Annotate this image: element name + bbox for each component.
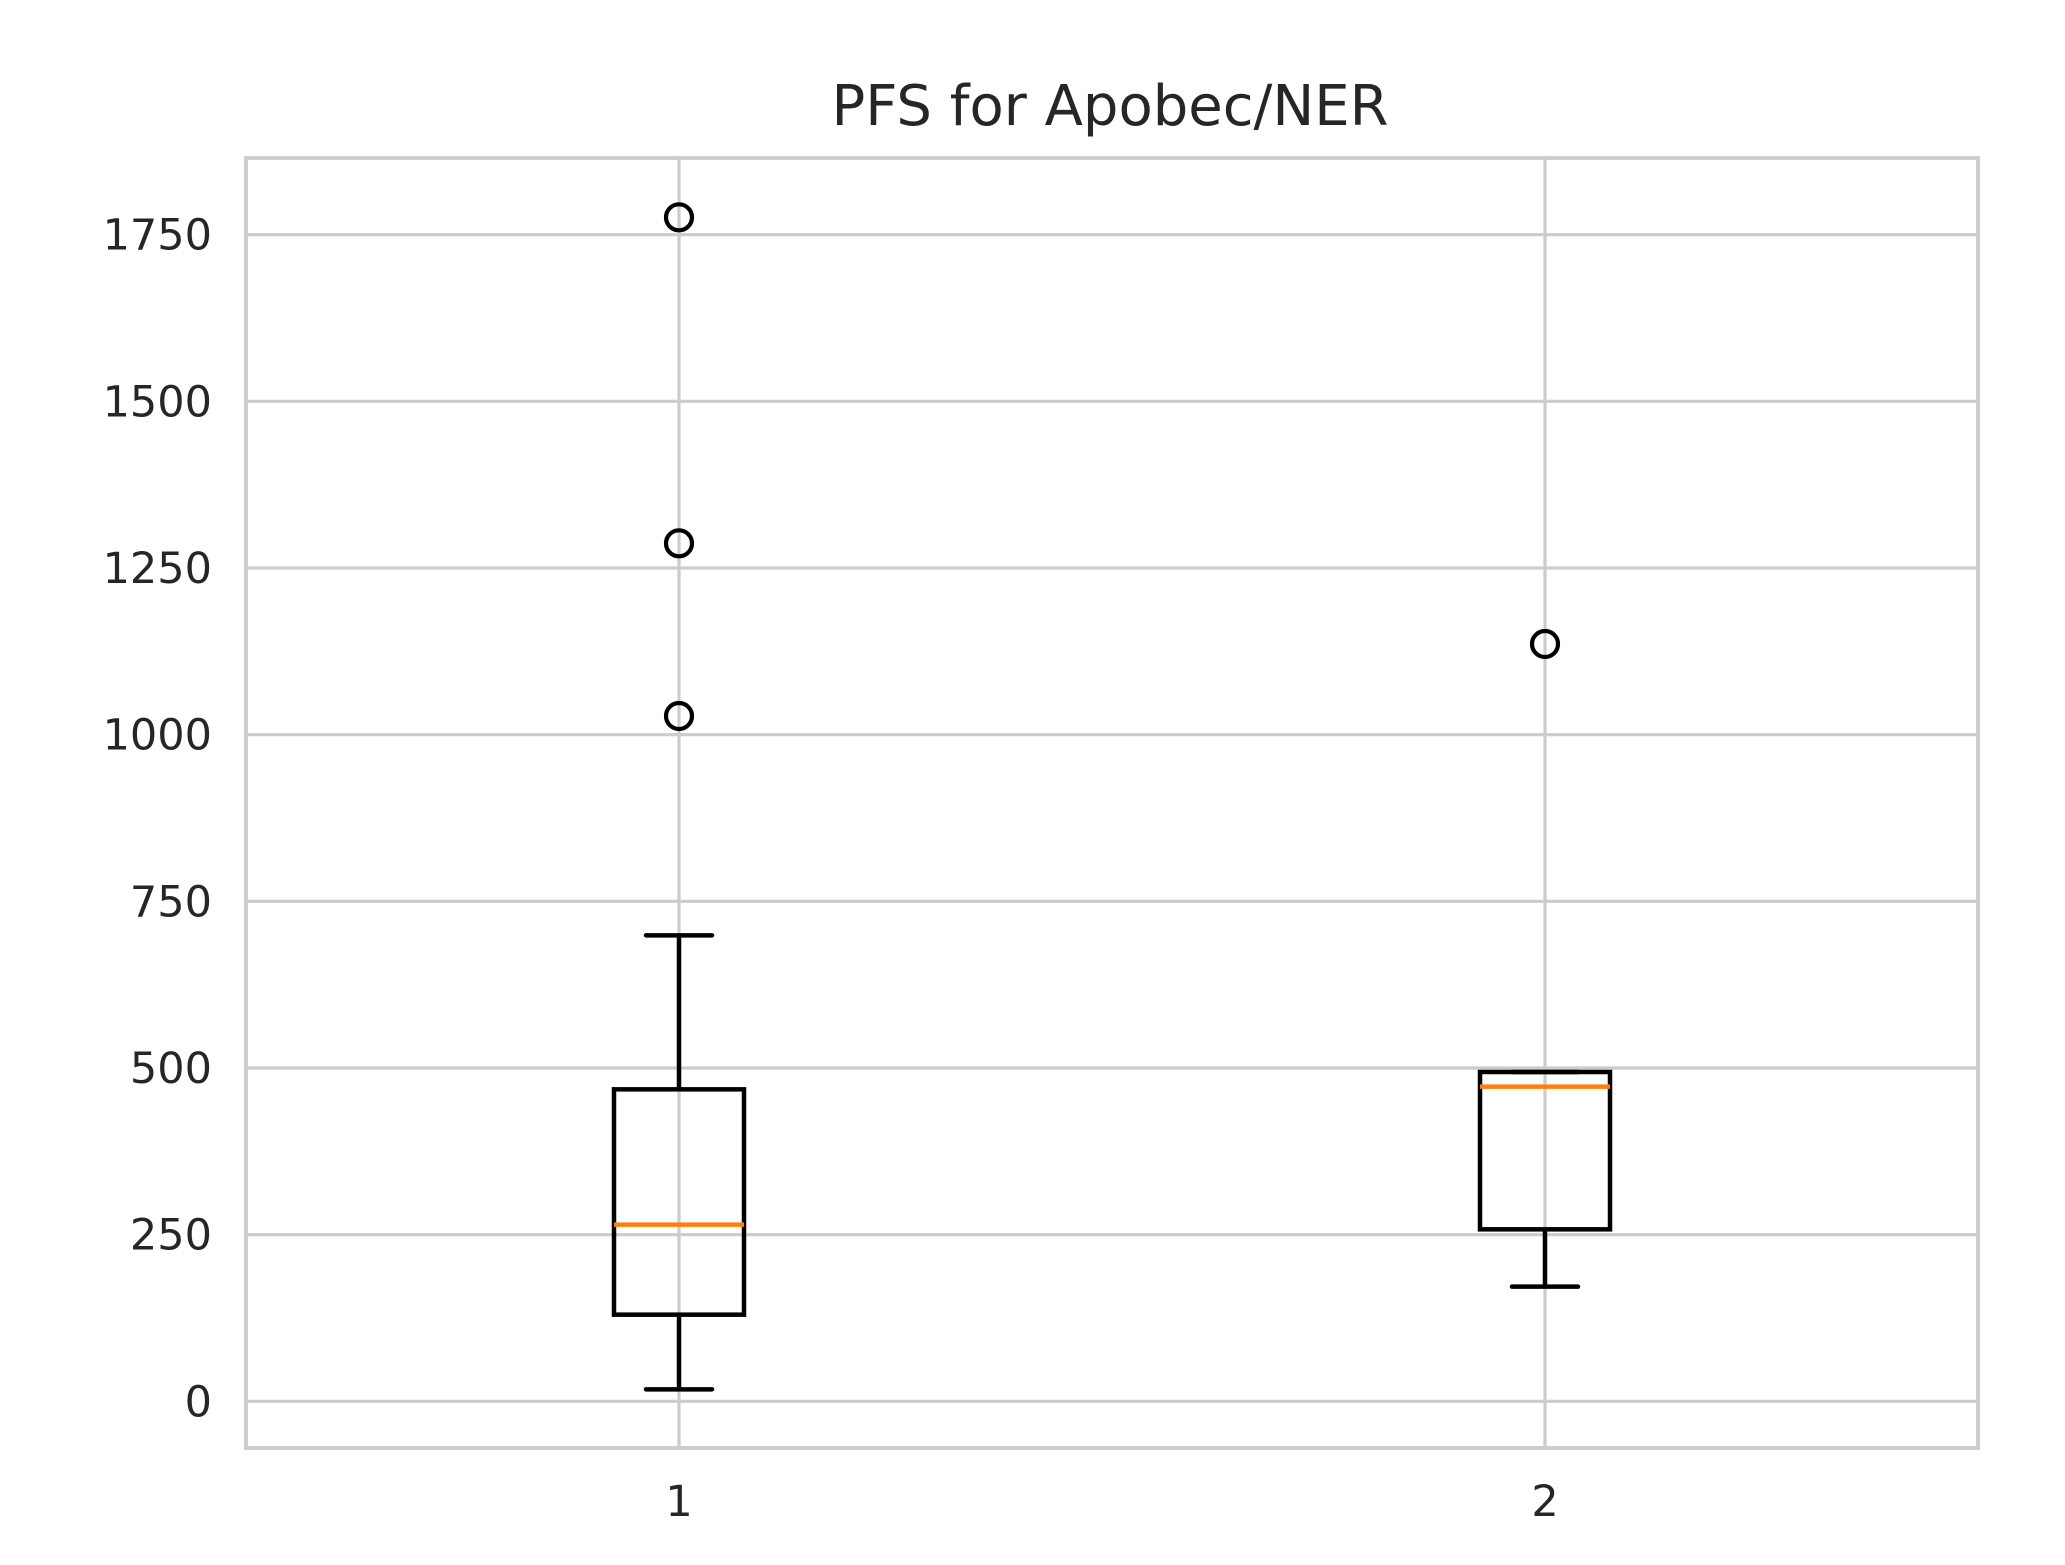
outlier-2-0 bbox=[1529, 628, 1561, 660]
y-axis-ticks: 0 250 500 750 1000 1250 1500 1750 bbox=[103, 211, 212, 1428]
outlier-1-2 bbox=[663, 202, 695, 233]
outlier-1-0 bbox=[663, 700, 695, 732]
grid-layer bbox=[246, 158, 1978, 1448]
box-group-1 bbox=[611, 202, 747, 1392]
outlier-1-1 bbox=[663, 528, 695, 559]
x-tick-label-0: 1 bbox=[665, 1477, 692, 1527]
y-tick-label-4: 1000 bbox=[103, 711, 212, 761]
y-tick-label-3: 750 bbox=[130, 877, 212, 927]
y-tick-label-6: 1500 bbox=[103, 377, 212, 427]
iqr-box-1 bbox=[611, 1087, 747, 1317]
y-tick-label-5: 1250 bbox=[103, 544, 212, 594]
x-tick-label-1: 2 bbox=[1531, 1477, 1558, 1527]
iqr-box-2 bbox=[1477, 1069, 1613, 1232]
y-tick-label-2: 500 bbox=[130, 1044, 212, 1094]
y-tick-label-1: 250 bbox=[130, 1211, 212, 1261]
box-group-2 bbox=[1477, 628, 1613, 1289]
plot-frame bbox=[244, 156, 1980, 1450]
y-tick-label-7: 1750 bbox=[103, 211, 212, 261]
y-tick-label-0: 0 bbox=[185, 1377, 212, 1427]
boxplot-layer bbox=[611, 202, 1613, 1392]
chart-title: PFS for Apobec/NER bbox=[831, 74, 1388, 139]
